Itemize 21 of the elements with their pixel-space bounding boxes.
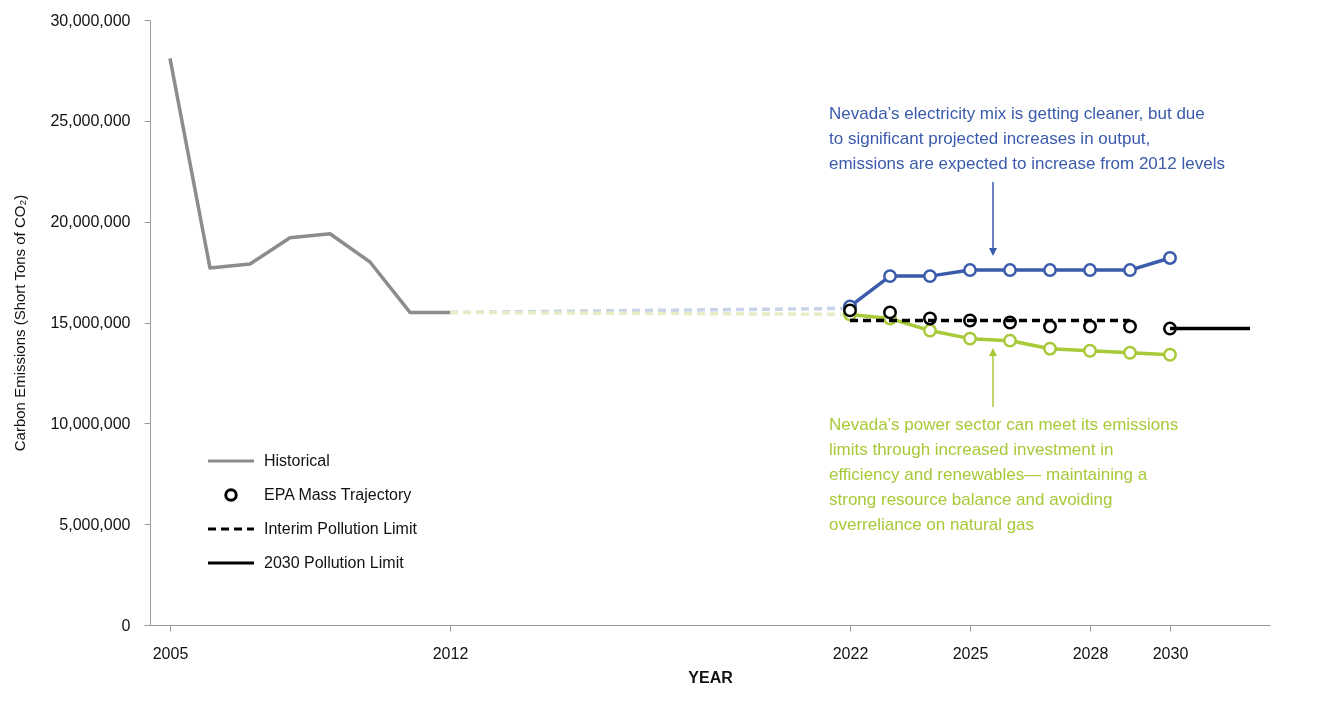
x-tick-label: 2022 — [832, 644, 869, 662]
y-tick-label: 25,000,000 — [50, 112, 131, 130]
x-tick-label: 2012 — [432, 644, 469, 662]
legend-label: 2030 Pollution Limit — [264, 554, 405, 571]
legend-label: Interim Pollution Limit — [264, 520, 418, 537]
y-tick-label: 15,000,000 — [50, 314, 131, 331]
x-tick-label: 2005 — [152, 644, 189, 662]
y-tick-label: 10,000,000 — [50, 414, 131, 432]
x-axis-title: YEAR — [688, 668, 734, 686]
y-tick-label: 30,000,000 — [50, 11, 131, 29]
x-tick-label: 2028 — [1072, 644, 1109, 662]
y-tick-label: 5,000,000 — [59, 515, 131, 533]
annotation: Nevada’s electricity mix is getting cleaner, but due to significant projected increases in output, emissions are expected to increase from 2012 levels — [829, 104, 1225, 173]
x-tick-label: 2030 — [1152, 644, 1189, 662]
legend-label: EPA Mass Trajectory — [264, 486, 412, 503]
y-tick-label: 0 — [121, 616, 131, 634]
y-tick-label: 20,000,000 — [50, 213, 131, 231]
annotation: Nevada’s power sector can meet its emissions limits through increased investment in efficiency and renewables— maintaining a strong resource balance and avoiding overreliance on natural gas — [829, 415, 1179, 534]
x-tick-label: 2025 — [952, 644, 989, 662]
y-axis-title: Carbon Emissions (Short Tons of CO₂) — [11, 194, 29, 452]
legend-label: Historical — [264, 452, 330, 469]
